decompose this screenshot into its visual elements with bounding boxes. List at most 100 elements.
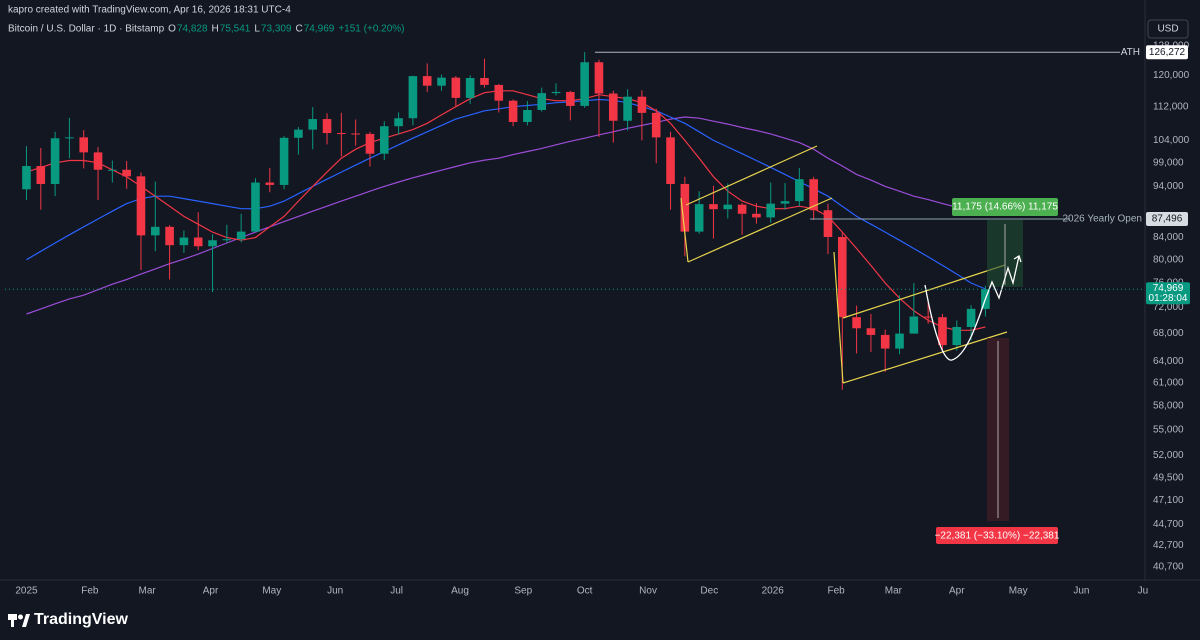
candle-body bbox=[666, 137, 675, 184]
candle-body bbox=[638, 97, 647, 113]
candle-body bbox=[308, 119, 317, 130]
y-tick-label: 40,700 bbox=[1153, 562, 1184, 573]
candle-body bbox=[580, 62, 589, 106]
candle-body bbox=[351, 133, 360, 134]
candle-body bbox=[323, 119, 332, 133]
candle-body bbox=[337, 133, 346, 134]
x-tick-label: Feb bbox=[81, 586, 99, 597]
candle-body bbox=[494, 85, 503, 101]
y-tick-label: 55,000 bbox=[1153, 425, 1184, 436]
candle-body bbox=[423, 76, 432, 86]
ohlc-key: O bbox=[168, 24, 176, 35]
ohlc-value: 75,541 bbox=[220, 24, 251, 35]
ohlc-value: 73,309 bbox=[261, 24, 292, 35]
x-tick-label: Aug bbox=[451, 586, 469, 597]
y-tick-label: 80,000 bbox=[1153, 254, 1184, 265]
y-tick-label: 52,000 bbox=[1153, 450, 1184, 461]
y-tick-label: 99,000 bbox=[1153, 157, 1184, 168]
x-tick-label: Jun bbox=[1073, 586, 1089, 597]
candle-body bbox=[852, 317, 861, 328]
candle-body bbox=[137, 176, 146, 235]
x-tick-label: Apr bbox=[949, 586, 965, 597]
candle-body bbox=[466, 78, 475, 98]
y-tick-label: 44,700 bbox=[1153, 519, 1184, 530]
candle-body bbox=[738, 205, 747, 214]
candle-body bbox=[723, 205, 732, 210]
candle-body bbox=[537, 93, 546, 110]
ath-price: 126,272 bbox=[1149, 47, 1186, 58]
y-tick-label: 49,500 bbox=[1153, 473, 1184, 484]
y-tick-label: 64,000 bbox=[1153, 356, 1184, 367]
x-tick-label: Nov bbox=[639, 586, 657, 597]
y-tick-label: 68,000 bbox=[1153, 328, 1184, 339]
candle-body bbox=[824, 210, 833, 237]
x-tick-label: May bbox=[262, 586, 281, 597]
x-tick-label: Jul bbox=[390, 586, 403, 597]
candle-body bbox=[208, 240, 217, 246]
price-change: +151 (+0.20%) bbox=[338, 24, 404, 35]
candle-body bbox=[881, 335, 890, 349]
candle-body bbox=[480, 78, 489, 85]
candle-body bbox=[566, 92, 575, 106]
y-tick-label: 120,000 bbox=[1153, 70, 1190, 81]
candle-body bbox=[867, 328, 876, 335]
x-tick-label: Jun bbox=[327, 586, 343, 597]
y-tick-label: 61,000 bbox=[1153, 378, 1184, 389]
candle-body bbox=[165, 227, 174, 245]
candle-body bbox=[838, 237, 847, 317]
candle-body bbox=[452, 78, 461, 98]
candle-body bbox=[609, 94, 618, 121]
candle-body bbox=[108, 170, 117, 171]
candle-body bbox=[237, 232, 246, 240]
x-tick-label: Ju bbox=[1138, 586, 1149, 597]
candle-body bbox=[251, 183, 260, 232]
currency[interactable]: USD bbox=[1157, 24, 1178, 35]
candle-body bbox=[952, 327, 961, 345]
x-tick-label: Dec bbox=[700, 586, 718, 597]
candle-body bbox=[79, 137, 88, 152]
candle-body bbox=[938, 317, 947, 345]
candle-body bbox=[380, 126, 389, 154]
candle-body bbox=[65, 137, 74, 138]
ohlc-value: 74,828 bbox=[177, 24, 208, 35]
y-tick-label: 42,700 bbox=[1153, 540, 1184, 551]
ohlc-key: L bbox=[254, 24, 260, 35]
measure-up-label: 11,175 (14.66%) 11,175 bbox=[952, 202, 1058, 213]
candle-body bbox=[709, 204, 718, 209]
candle-body bbox=[366, 134, 375, 154]
candle-body bbox=[623, 97, 632, 121]
x-tick-label: Sep bbox=[514, 586, 532, 597]
candle-body bbox=[180, 238, 189, 246]
yearly-open-label: 2026 Yearly Open bbox=[1062, 214, 1142, 225]
candle-body bbox=[781, 201, 790, 204]
candle-body bbox=[509, 101, 518, 122]
candle-body bbox=[552, 92, 561, 93]
candle-body bbox=[795, 179, 804, 201]
candle-body bbox=[695, 204, 704, 231]
ohlc-value: 74,969 bbox=[304, 24, 335, 35]
y-tick-label: 47,100 bbox=[1153, 495, 1184, 506]
candle-body bbox=[22, 166, 31, 189]
y-tick-label: 104,000 bbox=[1153, 135, 1190, 146]
x-tick-label: Mar bbox=[139, 586, 157, 597]
countdown: 01:28:04 bbox=[1149, 293, 1188, 304]
candle-body bbox=[265, 183, 274, 185]
candle-body bbox=[194, 238, 203, 247]
symbol: Bitcoin / U.S. Dollar · 1D · Bitstamp bbox=[8, 24, 165, 35]
candle-body bbox=[595, 62, 604, 93]
yearly-open-price: 87,496 bbox=[1152, 214, 1183, 225]
candle-body bbox=[967, 309, 976, 327]
brand: TradingView bbox=[34, 611, 129, 628]
candle-body bbox=[895, 334, 904, 349]
x-tick-label: 2026 bbox=[762, 586, 785, 597]
candle-body bbox=[51, 138, 60, 184]
x-tick-label: May bbox=[1009, 586, 1028, 597]
candle-body bbox=[409, 76, 418, 118]
ohlc-key: H bbox=[212, 24, 219, 35]
y-tick-label: 94,000 bbox=[1153, 181, 1184, 192]
candle-body bbox=[437, 78, 446, 86]
candle-body bbox=[766, 204, 775, 218]
y-tick-label: 84,000 bbox=[1153, 232, 1184, 243]
